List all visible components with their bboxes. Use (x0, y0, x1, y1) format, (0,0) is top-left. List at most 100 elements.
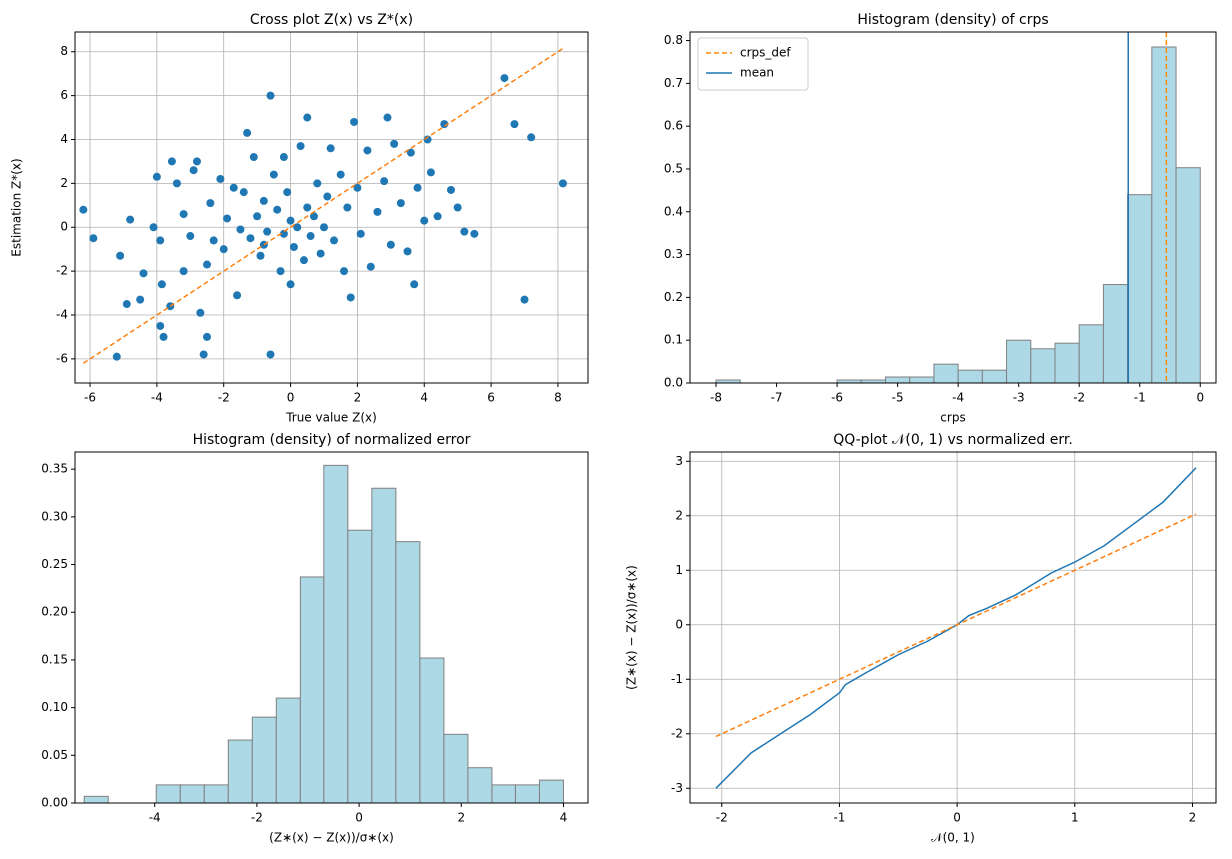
y-axis-label: Estimation Z*(x) (10, 158, 24, 256)
point (239, 188, 248, 197)
y-tick-label: 0.3 (664, 247, 683, 261)
point (203, 260, 212, 269)
bar (957, 369, 983, 383)
x-tick-label: 6 (487, 391, 495, 405)
point (386, 240, 395, 249)
legend-box (697, 37, 809, 91)
point (366, 262, 375, 271)
point (179, 210, 188, 219)
bar (275, 697, 301, 803)
x-tick-label: -5 (892, 391, 904, 405)
point (380, 177, 389, 186)
point (343, 203, 352, 212)
bar (933, 363, 959, 383)
line (715, 467, 1197, 789)
point (269, 170, 278, 179)
point (363, 146, 372, 155)
point (319, 223, 328, 232)
point (209, 236, 218, 245)
point (306, 232, 315, 241)
x-tick-label: -2 (218, 391, 230, 405)
y-axis-label: (Z∗(x) − Z(x))/σ∗(x) (625, 565, 639, 690)
x-tick-label: 0 (953, 811, 961, 825)
bar (491, 784, 516, 803)
point (136, 295, 145, 304)
y-tick-label: 0.10 (41, 700, 68, 714)
x-tick-label: -4 (149, 811, 161, 825)
x-tick-label: -2 (251, 811, 263, 825)
x-tick-label: -3 (1013, 391, 1025, 405)
subplot: Histogram (density) of normalized error (… (41, 432, 589, 845)
point (423, 135, 432, 144)
x-tick-label: -7 (771, 391, 783, 405)
point (206, 199, 215, 208)
point (256, 251, 265, 260)
point (249, 153, 258, 162)
point (316, 249, 325, 258)
point (266, 350, 275, 359)
point (159, 332, 168, 341)
bar (1127, 194, 1153, 383)
y-tick-label: 1 (675, 563, 683, 577)
point (196, 308, 205, 317)
y-tick-label: 0.7 (664, 76, 683, 90)
point (253, 212, 262, 221)
x-tick-label: -1 (833, 811, 845, 825)
x-axis-label: True value Z(x) (285, 411, 377, 425)
axes-frame (689, 31, 1217, 384)
y-tick-label: 0.20 (41, 605, 68, 619)
bar (467, 767, 493, 803)
point (433, 212, 442, 221)
bar (715, 379, 741, 383)
x-tick-label: 4 (420, 391, 428, 405)
y-tick-label: 0.30 (41, 509, 68, 523)
point (500, 74, 509, 83)
subplot: Cross plot Z(x) vs Z*(x) True value Z(x) E… (10, 12, 589, 425)
y-tick-label: 2 (675, 508, 683, 522)
bar (1078, 324, 1104, 383)
grid (75, 32, 588, 383)
plot-area (715, 467, 1197, 789)
bar (323, 464, 349, 803)
point (309, 212, 318, 221)
y-tick-label: 0.15 (41, 652, 68, 666)
point (353, 183, 362, 192)
point (558, 179, 567, 188)
axes-frame (689, 451, 1217, 804)
point (157, 280, 166, 289)
x-tick-label: 8 (554, 391, 562, 405)
point (216, 174, 225, 183)
y-tick-label: -2 (671, 726, 683, 740)
bar (395, 541, 421, 803)
bar (371, 487, 397, 803)
bar (1175, 167, 1201, 383)
point (156, 236, 165, 245)
point (299, 256, 308, 265)
point (89, 234, 98, 243)
point (276, 267, 285, 276)
x-tick-label: -4 (952, 391, 964, 405)
y-tick-label: 3 (675, 454, 683, 468)
point (167, 157, 176, 166)
y-tick-label: 0.5 (664, 161, 683, 175)
point (279, 153, 288, 162)
grid (690, 452, 1216, 803)
x-tick-label: 0 (287, 391, 295, 405)
point (259, 240, 268, 249)
bar (538, 779, 564, 803)
point (223, 214, 232, 223)
bar (1030, 348, 1056, 383)
x-tick-label: 0 (355, 811, 363, 825)
bar (203, 784, 229, 803)
bar (514, 784, 540, 803)
bar (155, 784, 181, 803)
point (453, 203, 462, 212)
subplot: QQ-plot 𝒩(0, 1) vs normalized err. 𝒩(0, 1… (625, 432, 1217, 845)
point (186, 232, 195, 241)
chart-title: Cross plot Z(x) vs Z*(x) (250, 12, 413, 28)
point (289, 242, 298, 251)
line (715, 513, 1197, 738)
x-tick-label: 2 (1189, 811, 1197, 825)
point (246, 234, 255, 243)
point (179, 267, 188, 276)
